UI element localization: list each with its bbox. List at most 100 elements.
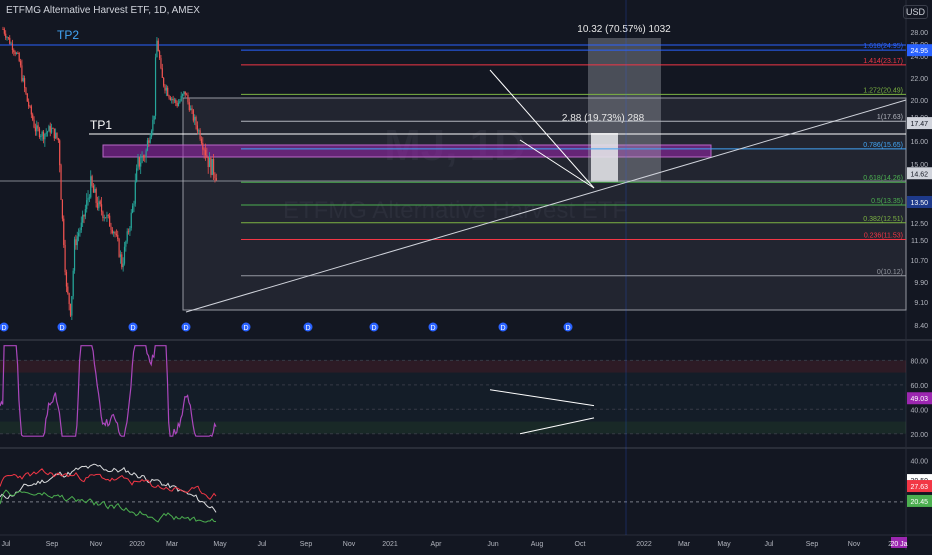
candle-body (117, 234, 119, 239)
symbol-title: ETFMG Alternative Harvest ETF, 1D, AMEX (6, 5, 200, 16)
candle-body (133, 203, 135, 206)
rsi-band (0, 372, 906, 422)
candle-body (95, 189, 97, 203)
rsi-tick-label: 60.00 (910, 383, 928, 390)
candle-body (49, 126, 51, 133)
candle-body (76, 236, 78, 246)
candle-body (64, 245, 66, 273)
candle-body (45, 132, 47, 134)
candle-body (136, 168, 138, 182)
candle-body (111, 229, 113, 234)
candle-body (119, 254, 122, 257)
candle-body (165, 87, 167, 91)
candle-body (80, 222, 82, 231)
dividend-marker (368, 321, 380, 333)
wedge-upper-line (489, 69, 595, 189)
candle-body (2, 29, 4, 30)
candle-body (53, 128, 55, 139)
price-badge-label: 13.50 (910, 200, 928, 207)
dividend-marker-letter: D (371, 325, 376, 332)
fib-level-label: 1.272(20.49) (863, 87, 903, 94)
candle-body (200, 138, 203, 143)
candle-body (122, 263, 124, 268)
dividend-marker-letter: D (59, 325, 64, 332)
candle-body (21, 65, 23, 81)
candle-body (11, 43, 14, 51)
fib-level-label: 0.5(13.35) (871, 198, 903, 205)
candle-body (14, 52, 16, 55)
dividend-marker-letter: D (500, 325, 505, 332)
candle-body (157, 40, 159, 52)
candle-body (186, 94, 188, 96)
rsi-line (0, 345, 217, 438)
currency-label[interactable]: USD (902, 5, 928, 19)
candle-body (92, 185, 95, 193)
candle-body (100, 204, 103, 212)
candle-body (24, 78, 26, 88)
candle-body (191, 108, 193, 111)
dividend-marker (0, 321, 10, 333)
rsi-trendline-lower (519, 417, 595, 435)
dividend-marker-letter: D (183, 325, 188, 332)
candle-body (88, 197, 90, 199)
candle-body (184, 91, 186, 95)
measure-small-label: 2.88 (19.73%) 288 (562, 113, 645, 124)
candle-body (48, 126, 50, 132)
candle-body (106, 214, 108, 219)
candle-body (163, 77, 165, 86)
candle-body (161, 68, 163, 78)
candle-body (55, 132, 57, 139)
price-tick-label: 20.00 (910, 98, 928, 105)
candle-body (153, 115, 155, 120)
rsi-tick-label: 20.00 (910, 432, 928, 439)
candle-body (86, 200, 88, 210)
candle-body (25, 87, 27, 94)
candle-body (171, 98, 173, 101)
candle-body (26, 93, 28, 102)
candle-body (168, 95, 170, 98)
candle-body (204, 150, 207, 156)
candle-body (145, 150, 147, 158)
candle-body (61, 199, 63, 219)
candle-body (149, 136, 151, 143)
price-tick-label: 15.00 (910, 162, 928, 169)
candle-body (10, 43, 12, 45)
dividend-marker (427, 321, 439, 333)
price-tick-label: 28.00 (910, 30, 928, 37)
tp2-label: TP2 (57, 28, 79, 42)
time-tick-label: Sep (300, 541, 313, 548)
candle-body (22, 78, 24, 81)
osc-series-line (0, 468, 217, 501)
candle-body (134, 181, 136, 204)
fib-level-label: 0.382(12.51) (863, 216, 903, 223)
time-tick-label: May (717, 541, 731, 548)
candle-body (152, 119, 154, 131)
price-tick-label: 22.00 (910, 76, 928, 83)
price-badge (907, 196, 932, 208)
candle-body (146, 140, 149, 151)
candle-body (195, 117, 197, 126)
candle-body (194, 117, 196, 121)
candle-body (15, 52, 18, 55)
time-tick-label: Oct (575, 541, 586, 548)
candle-body (46, 131, 49, 133)
candle-body (79, 230, 81, 234)
candle-body (7, 37, 9, 39)
ascending-trendline (185, 99, 907, 313)
dividend-marker-letter: D (565, 325, 570, 332)
candle-body (90, 176, 92, 198)
candle-body (141, 156, 143, 163)
candle-body (17, 52, 19, 54)
candle-body (73, 239, 76, 271)
candle-body (180, 95, 182, 101)
time-tick-label: Sep (46, 541, 59, 548)
candle-body (113, 231, 115, 234)
fib-level-label: 1.414(23.17) (863, 58, 903, 65)
time-tick-label: Jul (2, 541, 11, 548)
price-tick-label: 8.40 (914, 323, 928, 330)
price-badge (907, 167, 932, 180)
candle-body (63, 218, 65, 246)
candle-body (67, 286, 69, 294)
